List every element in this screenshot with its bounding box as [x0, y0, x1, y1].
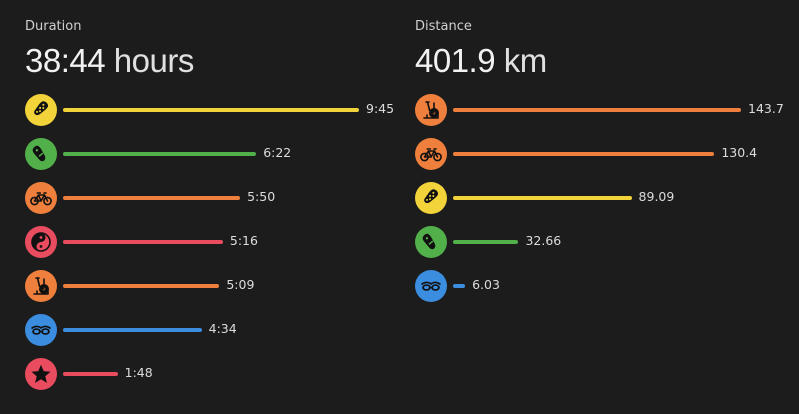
distance-row: 6.03 — [415, 270, 785, 314]
distance-bar — [453, 152, 715, 156]
stationary-bike-icon — [25, 270, 57, 302]
distance-bar — [453, 196, 632, 200]
duration-row: 9:45 — [25, 94, 395, 138]
duration-value: 5:09 — [226, 277, 255, 292]
distance-value: 143.7 — [748, 101, 784, 116]
distance-row: 130.4 — [415, 138, 785, 182]
distance-value: 32.66 — [525, 233, 562, 248]
duration-row: 4:34 — [25, 314, 395, 358]
duration-bar — [63, 284, 220, 288]
bicycle-icon — [25, 182, 57, 214]
duration-row: 5:16 — [25, 226, 395, 270]
distance-value: 6.03 — [472, 277, 500, 292]
duration-total-unit: hours — [113, 42, 195, 79]
duration-total: 38:44 hours — [25, 42, 194, 80]
distance-bar — [453, 240, 519, 244]
swimming-goggles-icon — [25, 314, 57, 346]
duration-bar — [63, 196, 241, 200]
duration-value: 5:16 — [229, 233, 258, 248]
duration-row: 5:50 — [25, 182, 395, 226]
swimming-goggles-icon — [415, 270, 447, 302]
yin-yang-icon — [25, 226, 57, 258]
running-shoe-icon — [25, 94, 57, 126]
duration-value: 6:22 — [263, 145, 292, 160]
distance-row: 32.66 — [415, 226, 785, 270]
duration-bar — [63, 328, 202, 332]
duration-bar — [63, 240, 223, 244]
duration-row: 5:09 — [25, 270, 395, 314]
stationary-bike-icon — [415, 94, 447, 126]
walking-shoe-icon — [415, 226, 447, 258]
distance-value: 130.4 — [721, 145, 758, 160]
duration-total-value: 38:44 — [25, 42, 106, 79]
duration-value: 9:45 — [366, 101, 395, 116]
distance-row: 143.7 — [415, 94, 785, 138]
distance-total-value: 401.9 — [415, 42, 496, 79]
duration-list: 9:45 6:22 5:50 5:16 5:09 4:34 1:48 — [25, 94, 395, 402]
duration-row: 1:48 — [25, 358, 395, 402]
walking-shoe-icon — [25, 138, 57, 170]
distance-label: Distance — [415, 19, 472, 34]
duration-bar — [63, 372, 118, 376]
distance-list: 143.7 130.4 89.09 32.66 6.03 — [415, 94, 785, 314]
distance-row: 89.09 — [415, 182, 785, 226]
running-shoe-icon — [415, 182, 447, 214]
distance-bar — [453, 108, 741, 112]
duration-row: 6:22 — [25, 138, 395, 182]
duration-label: Duration — [25, 19, 82, 34]
star-icon — [25, 358, 57, 390]
duration-value: 4:34 — [208, 321, 237, 336]
duration-value: 5:50 — [247, 189, 276, 204]
distance-total-unit: km — [503, 42, 548, 79]
bicycle-icon — [415, 138, 447, 170]
duration-bar — [63, 152, 257, 156]
distance-total: 401.9 km — [415, 42, 547, 80]
duration-bar — [63, 108, 359, 112]
distance-bar — [453, 284, 466, 288]
duration-value: 1:48 — [124, 365, 153, 380]
distance-value: 89.09 — [638, 189, 675, 204]
